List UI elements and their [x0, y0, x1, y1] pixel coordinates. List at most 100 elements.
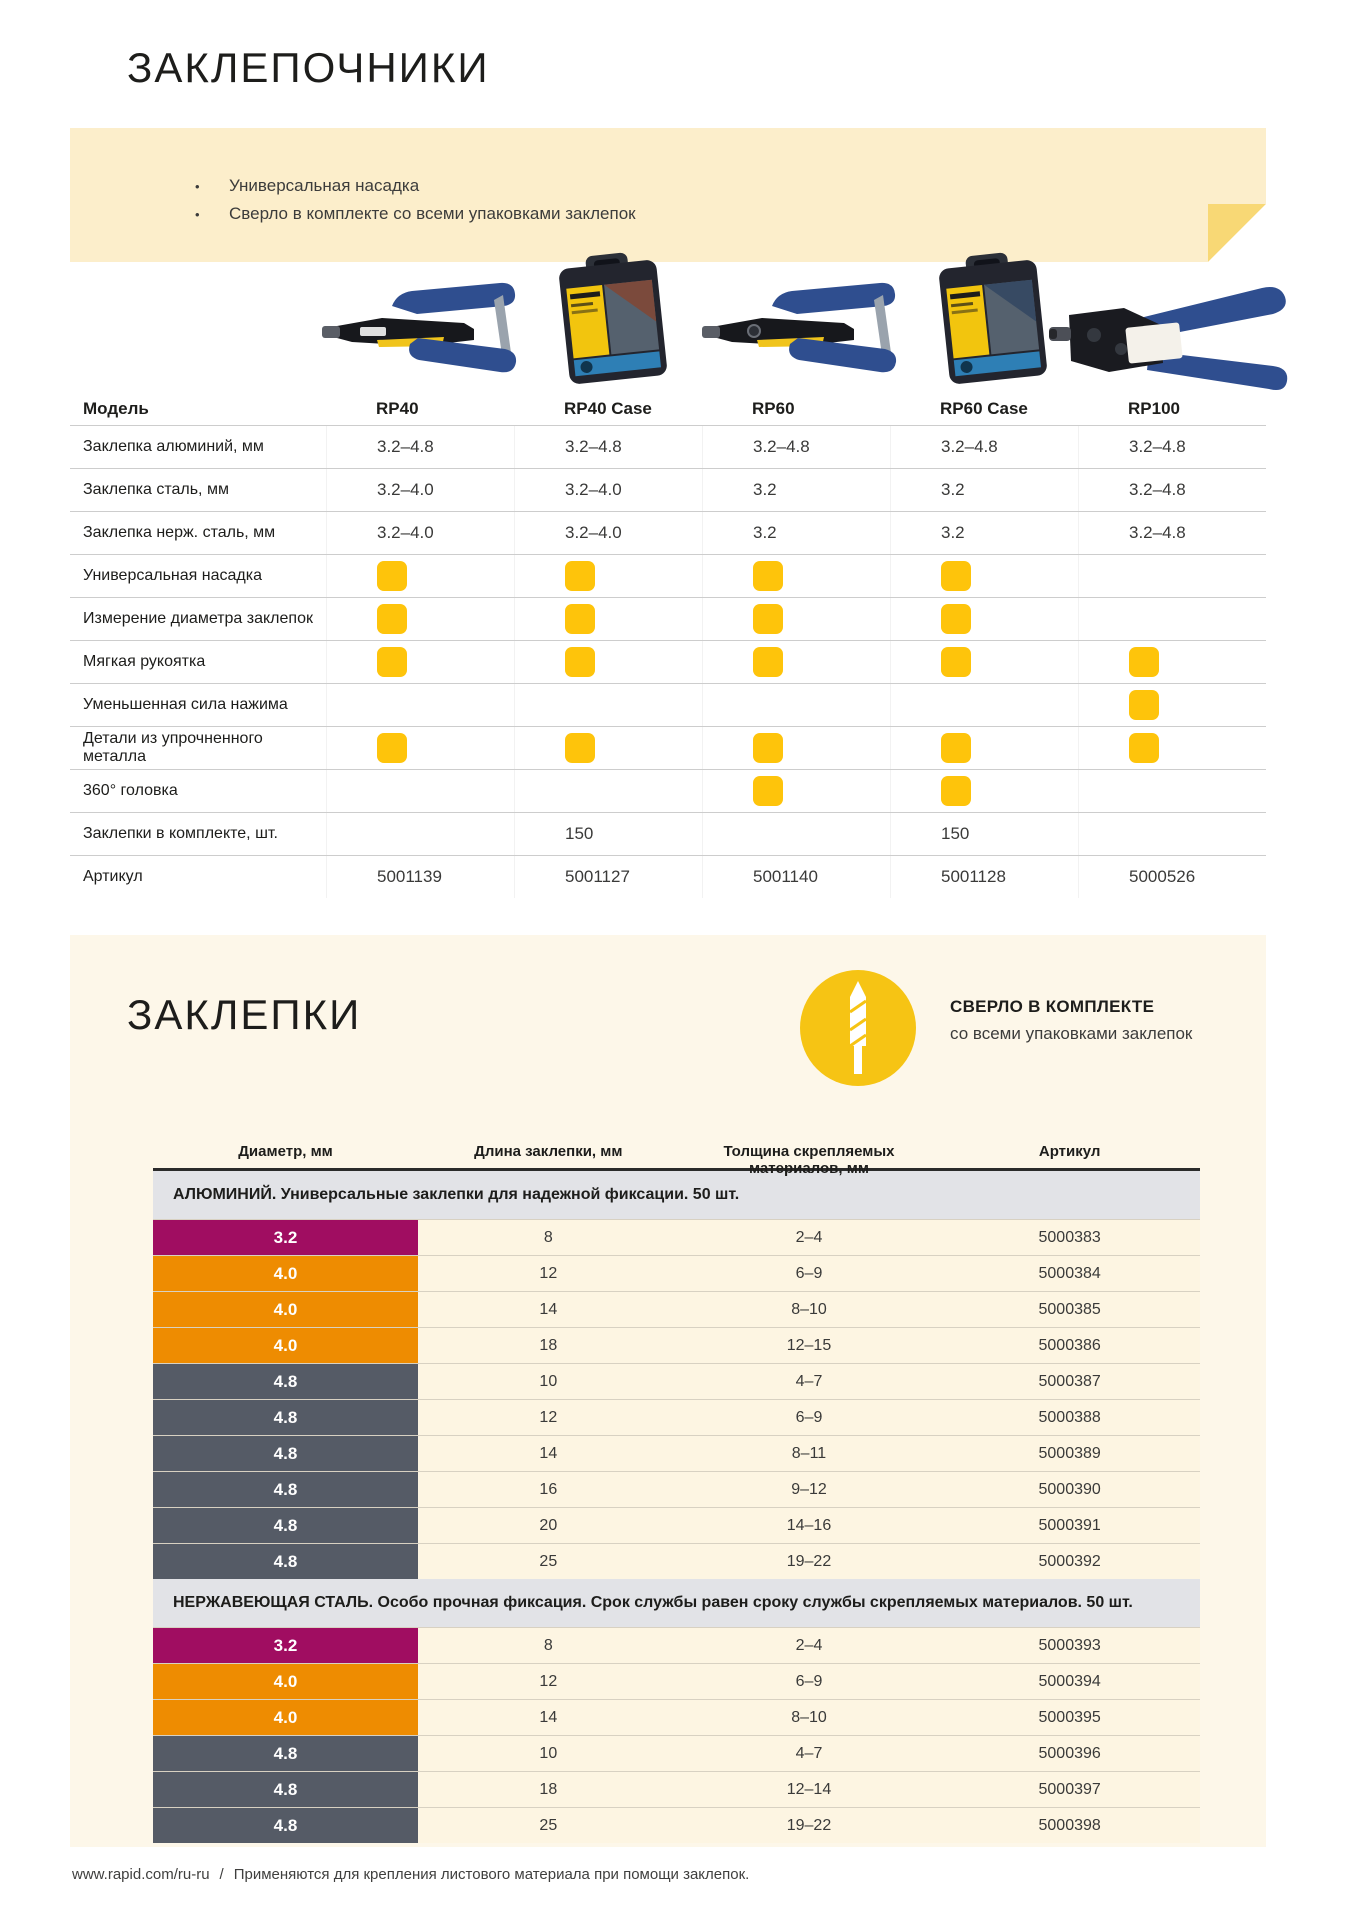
row-label: Детали из упрочненного металла [83, 730, 263, 765]
rivet-cell-diameter: 4.8 [153, 1436, 418, 1471]
footer-note: Применяются для крепления листового мате… [233, 1866, 750, 1883]
rivet-row: 4.0 18 12–15 5000386 [153, 1327, 1200, 1363]
cell-value [326, 727, 514, 769]
table-row: Измерение диаметра заклепок [70, 597, 1266, 640]
rivet-cell: 14 [539, 1300, 558, 1318]
rivet-cell-diameter: 4.8 [153, 1400, 418, 1435]
cell-value: 3.2–4.8 [702, 426, 890, 468]
row-label: Измерение диаметра заклепок [83, 610, 313, 627]
product-image-rp40-riveter [322, 282, 517, 373]
rivet-cell: 12–14 [786, 1780, 832, 1798]
table-row: Уменьшенная сила нажима [70, 683, 1266, 726]
feature-check-icon [941, 604, 971, 634]
rivet-cell: 4–7 [795, 1372, 823, 1390]
feature-check-icon [377, 604, 407, 634]
rivet-cell: 5000383 [1038, 1228, 1101, 1246]
table-row: 360° головка [70, 769, 1266, 812]
row-label: Мягкая рукоятка [83, 653, 206, 670]
rivet-cell: 5000395 [1038, 1708, 1101, 1726]
model-name: RP40 Case [564, 398, 652, 418]
cell-value [1078, 770, 1266, 812]
feature-check-icon [753, 647, 783, 677]
product-image-rp60-case [939, 252, 1047, 384]
rivet-cell: 8–11 [791, 1444, 827, 1462]
rivet-row: 4.8 20 14–16 5000391 [153, 1507, 1200, 1543]
rivet-cell-diameter: 4.8 [153, 1544, 418, 1579]
cell-value: 5001139 [326, 856, 514, 898]
cell-value [890, 770, 1078, 812]
model-name: RP60 [752, 398, 795, 418]
rivet-cell: 5000385 [1038, 1300, 1101, 1318]
rivet-row: 4.8 14 8–11 5000389 [153, 1435, 1200, 1471]
rivet-cell: 2–4 [795, 1636, 823, 1654]
cell-value [1078, 555, 1266, 597]
cell-value [326, 641, 514, 683]
cell-value: 5001140 [702, 856, 890, 898]
rivet-row: 4.8 16 9–12 5000390 [153, 1471, 1200, 1507]
column-header: Диаметр, мм [238, 1143, 333, 1160]
feature-check-icon [1129, 690, 1159, 720]
cell-value: 150 [514, 813, 702, 855]
cell-value [326, 555, 514, 597]
bullet-item: • Универсальная насадка [195, 172, 1266, 200]
cell-value: 150 [890, 813, 1078, 855]
rivet-cell: 25 [539, 1552, 558, 1570]
model-name: RP100 [1128, 398, 1180, 418]
model-row-label: Модель [83, 398, 149, 418]
model-header-row: Модель RP40 RP40 Case RP60 RP60 Case RP100 [70, 392, 1266, 425]
drill-bit-icon [800, 970, 916, 1086]
cell-value [702, 555, 890, 597]
rivet-cell-diameter: 4.0 [153, 1700, 418, 1735]
rivet-cell-diameter: 4.0 [153, 1328, 418, 1363]
cell-value: 3.2 [702, 512, 890, 554]
rivet-cell: 18 [539, 1780, 558, 1798]
cell-value [514, 598, 702, 640]
cell-value: 5000526 [1078, 856, 1266, 898]
feature-check-icon [941, 776, 971, 806]
cell-value [514, 727, 702, 769]
rivet-cell: 8 [543, 1636, 553, 1654]
footer-separator: / [219, 1866, 224, 1883]
rivet-cell: 5000387 [1038, 1372, 1101, 1390]
bullet-item: • Сверло в комплекте со всеми упаковками… [195, 200, 1266, 228]
rivet-cell: 12 [539, 1264, 558, 1282]
feature-check-icon [1129, 733, 1159, 763]
rivet-cell: 19–22 [786, 1552, 832, 1570]
cell-value [890, 684, 1078, 726]
rivet-row: 4.0 12 6–9 5000384 [153, 1255, 1200, 1291]
footer-url[interactable]: www.rapid.com/ru-ru [72, 1866, 210, 1883]
group-header-row: НЕРЖАВЕЮЩАЯ СТАЛЬ. Особо прочная фиксаци… [153, 1579, 1200, 1627]
row-label: Заклепка нерж. сталь, мм [83, 524, 276, 541]
cell-value: 3.2–4.8 [890, 426, 1078, 468]
cell-value [514, 770, 702, 812]
product-image-rp60-riveter [702, 282, 897, 373]
rivet-cell: 9–12 [791, 1480, 827, 1498]
rivet-cell: 6–9 [795, 1408, 823, 1426]
rivet-cell-diameter: 4.8 [153, 1508, 418, 1543]
cell-value: 5001128 [890, 856, 1078, 898]
page-footer: www.rapid.com/ru-ru / Применяются для креп… [72, 1866, 749, 1883]
cell-value: 3.2–4.8 [514, 426, 702, 468]
product-image-rp100-riveter [1049, 287, 1288, 390]
rivet-cell: 5000386 [1038, 1336, 1101, 1354]
drill-badge-subtitle: со всеми упаковками заклепок [950, 1024, 1193, 1043]
cell-value [1078, 641, 1266, 683]
table-row: Артикул 5001139 5001127 5001140 5001128 50005… [70, 855, 1266, 898]
rivets-table-body: АЛЮМИНИЙ. Универсальные заклепки для над… [153, 1168, 1200, 1843]
rivet-cell-diameter: 4.0 [153, 1292, 418, 1327]
cell-value: 3.2–4.8 [1078, 512, 1266, 554]
cell-value [702, 598, 890, 640]
cell-value [702, 684, 890, 726]
feature-check-icon [941, 647, 971, 677]
rivet-cell: 2–4 [795, 1228, 823, 1246]
cell-value [1078, 598, 1266, 640]
feature-check-icon [753, 604, 783, 634]
column-header: Длина заклепки, мм [474, 1143, 623, 1160]
cell-value [326, 598, 514, 640]
cell-value [702, 813, 890, 855]
bullet-dot-icon: • [195, 179, 200, 194]
cell-value: 3.2–4.0 [514, 469, 702, 511]
rivet-cell: 8–10 [791, 1708, 827, 1726]
cell-value: 3.2–4.0 [326, 469, 514, 511]
rivet-row: 3.2 8 2–4 5000383 [153, 1219, 1200, 1255]
